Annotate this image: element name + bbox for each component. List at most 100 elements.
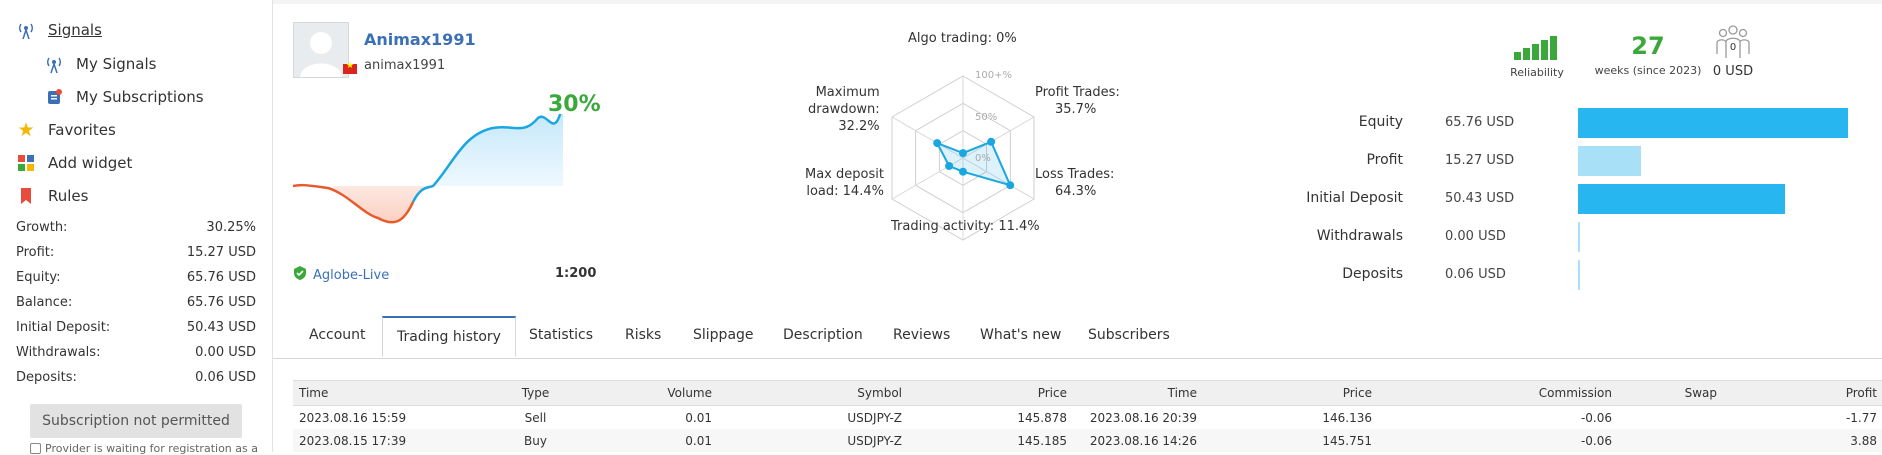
tab-description[interactable]: Description (783, 327, 863, 343)
bar-withdrawals (1578, 222, 1580, 252)
leverage: 1:200 (555, 266, 597, 281)
tab-statistics[interactable]: Statistics (529, 327, 593, 343)
cell-commission: -0.06 (1378, 429, 1618, 452)
col-header-price[interactable]: Price (908, 380, 1073, 406)
bar-label-initial-deposit: Initial Deposit (1306, 190, 1403, 206)
reliability-widget[interactable]: Reliability (1477, 34, 1597, 79)
bar-value-profit: 15.27 USD (1445, 153, 1515, 168)
col-header-profit[interactable]: Profit (1723, 380, 1882, 406)
sidebar-item-rules[interactable]: Rules (16, 186, 88, 206)
radar-point-algo (959, 149, 967, 158)
radar-label-text: Max deposit (805, 167, 884, 182)
stat-equity: Equity: 65.76 USD (16, 270, 256, 295)
sidebar-item-favorites[interactable]: ★ Favorites (16, 119, 116, 141)
cell-close-time: 2023.08.16 14:26 (1073, 429, 1203, 452)
cell-symbol: USDJPY-Z (718, 429, 908, 452)
bar-profit (1578, 146, 1641, 176)
cell-volume: 0.01 (588, 429, 718, 452)
tab-trading-history[interactable]: Trading history (382, 316, 516, 357)
trading-history-table: Time Type Volume Symbol Price Time Price… (293, 380, 1882, 452)
sidebar-item-label: My Signals (76, 55, 157, 73)
reliability-bars-icon (1514, 36, 1557, 60)
radar-point-deposit-load (945, 162, 954, 170)
cell-price: 145.185 (908, 429, 1073, 452)
sidebar-item-add-widget[interactable]: Add widget (16, 153, 132, 173)
radar-label-text: Loss Trades: (1035, 167, 1115, 182)
bar-equity (1578, 108, 1848, 138)
radar-label-value: 64.3% (1055, 184, 1097, 199)
cell-swap (1618, 406, 1723, 430)
weeks-value: 27 (1631, 32, 1665, 60)
verified-check-icon (293, 266, 307, 284)
radar-label-deposit-load: Max deposit load: 14.4% (805, 166, 884, 200)
sidebar-item-label: Favorites (48, 121, 116, 139)
col-header-type[interactable]: Type (483, 380, 588, 406)
tab-account[interactable]: Account (309, 327, 366, 343)
stat-value: 30.25% (206, 220, 256, 235)
signal-antenna-icon (16, 20, 36, 40)
signal-panel: Animax1991 animax1991 30% Aglobe-Live 1:… (273, 4, 1882, 452)
tab-slippage[interactable]: Slippage (693, 327, 754, 343)
col-header-commission[interactable]: Commission (1378, 380, 1618, 406)
growth-sparkline (293, 114, 563, 224)
stat-growth: Growth: 30.25% (16, 220, 256, 245)
table-header-row: Time Type Volume Symbol Price Time Price… (293, 380, 1882, 406)
cell-commission: -0.06 (1580, 410, 1612, 425)
radar-point-drawdown (933, 139, 942, 148)
widget-icon (16, 153, 36, 173)
radar-label-activity: Trading activity: 11.4% (891, 218, 1040, 235)
col-header-time[interactable]: Time (293, 380, 483, 406)
tab-subscribers[interactable]: Subscribers (1088, 327, 1170, 343)
sidebar-item-my-subscriptions[interactable]: My Subscriptions (44, 87, 204, 107)
radar-point-loss (1006, 181, 1015, 190)
radar-axis (891, 116, 964, 159)
radar-label-text: Profit Trades: (1035, 85, 1120, 100)
radar-axis (962, 116, 1035, 159)
tab-risks[interactable]: Risks (625, 327, 662, 343)
radar-label-text: Trading activity: 11.4% (891, 219, 1040, 234)
tab-reviews[interactable]: Reviews (893, 327, 951, 343)
stat-initial-deposit: Initial Deposit: 50.43 USD (16, 320, 256, 345)
bar-label-equity: Equity (1358, 114, 1403, 130)
cell-close-time: 2023.08.16 20:39 (1089, 410, 1197, 425)
avatar[interactable] (293, 22, 349, 78)
radar-label-value: load: 14.4% (806, 184, 884, 199)
provider-name[interactable]: Animax1991 (364, 30, 476, 49)
reliability-label: Reliability (1510, 66, 1564, 79)
tab-whats-new[interactable]: What's new (980, 327, 1062, 343)
col-header-close-price[interactable]: Price (1203, 380, 1378, 406)
cell-swap (1618, 429, 1723, 452)
sidebar-item-my-signals[interactable]: My Signals (44, 54, 156, 74)
signal-tabs: Account Trading history Statistics Risks… (273, 312, 1882, 359)
stat-label: Withdrawals: (16, 345, 101, 360)
stat-label: Balance: (16, 295, 73, 310)
col-header-close-time[interactable]: Time (1073, 380, 1203, 406)
col-header-symbol[interactable]: Symbol (718, 380, 908, 406)
stat-label: Deposits: (16, 370, 77, 385)
sidebar-item-label: My Subscriptions (76, 88, 204, 106)
provider-note: Provider is waiting for registration as … (30, 442, 258, 455)
sidebar-header-signals[interactable]: Signals (16, 20, 102, 40)
risk-radar-chart: 100+% 50% 0% Algo trading: 0% Profit Tra… (763, 30, 1163, 285)
provider-note-text: Provider is waiting for registration as … (45, 442, 258, 455)
bar-value-withdrawals: 0.00 USD (1445, 229, 1506, 244)
top-strip (0, 0, 1882, 4)
bar-label-deposits: Deposits (1342, 266, 1403, 282)
bar-value-deposits: 0.06 USD (1445, 267, 1506, 282)
bookmark-icon (16, 186, 36, 206)
subscribe-button[interactable]: Subscription not permitted (30, 404, 242, 438)
growth-percent: 30% (548, 92, 601, 117)
subscribers-widget[interactable]: 0 0 USD (1683, 24, 1783, 79)
radar-point-activity (959, 167, 967, 176)
bar-value-initial-deposit: 50.43 USD (1445, 191, 1515, 206)
weeks-widget: 27 weeks (since 2023) (1563, 34, 1733, 77)
col-header-swap[interactable]: Swap (1618, 380, 1723, 406)
cell-profit: -1.77 (1845, 410, 1877, 425)
cell-price: 145.878 (1017, 410, 1067, 425)
stat-label: Initial Deposit: (16, 320, 111, 335)
radar-label-loss-trades: Loss Trades: 64.3% (1035, 166, 1114, 200)
broker-server[interactable]: Aglobe-Live (293, 266, 389, 284)
stat-label: Equity: (16, 270, 61, 285)
col-header-volume[interactable]: Volume (588, 380, 718, 406)
cell-symbol: USDJPY-Z (847, 410, 902, 425)
